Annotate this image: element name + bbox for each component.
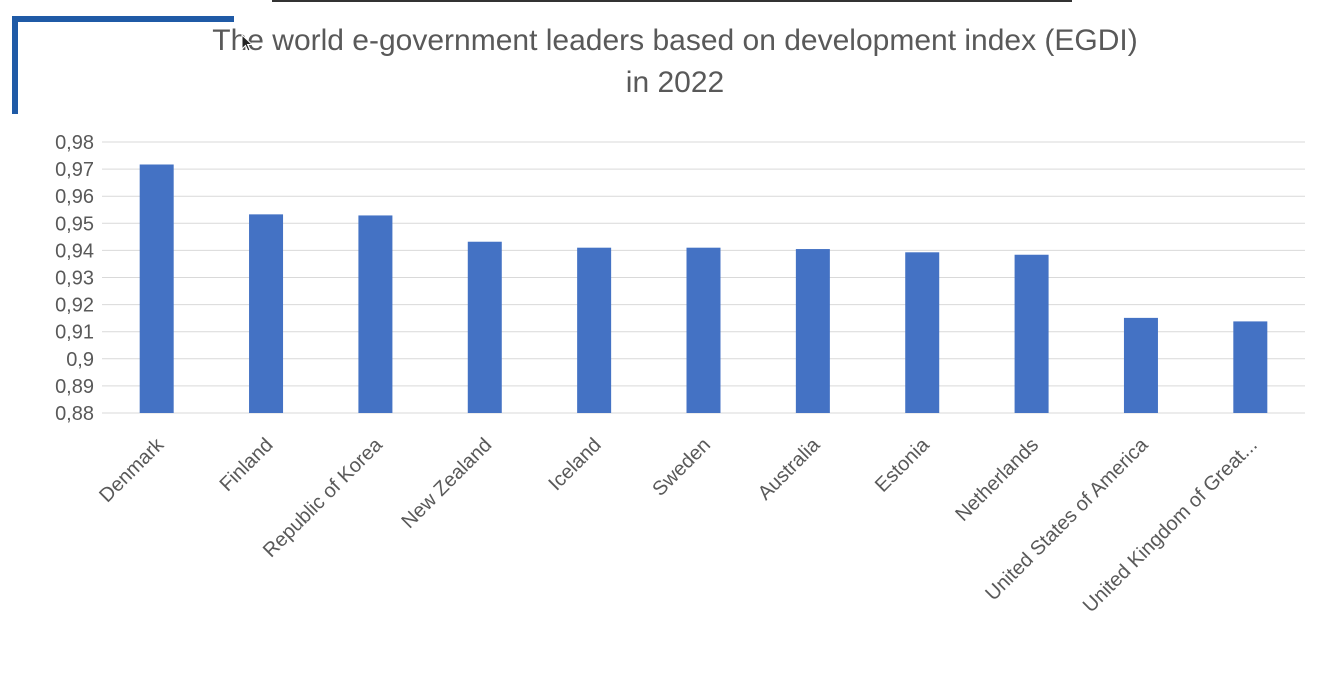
bar [795,249,830,413]
corner-bracket-decoration [12,16,234,114]
category-label: Republic of Korea [259,433,388,562]
arrow-cursor-icon [241,34,253,52]
y-axis-ticks: 0,88 0,89 0,9 0,91 0,92 0,93 0,94 0,95 0,96 0,97 0… [55,132,94,425]
bar [139,164,174,413]
category-label: Sweden [648,434,715,501]
bars [139,164,1268,413]
bar [1014,254,1049,413]
bar [1123,317,1158,413]
y-tick-label: 0,93 [55,268,94,290]
chart-title-line-2: in 2022 [625,66,725,99]
bar [249,214,284,413]
category-label: Australia [754,433,825,504]
chart-title-line-1: The world e-government leaders based on … [212,24,1138,57]
top-divider [272,0,1072,2]
y-tick-label: 0,9 [66,349,94,371]
category-label: United Kingdom of Great... [1079,434,1262,617]
bar [467,241,502,413]
category-label: Denmark [95,433,169,507]
y-tick-label: 0,97 [55,159,94,181]
y-tick-label: 0,89 [55,376,94,398]
category-label: Netherlands [951,434,1043,526]
y-tick-label: 0,92 [55,295,94,317]
bar [1233,321,1268,413]
chart-title: The world e-government leaders based on … [0,20,1320,104]
y-tick-label: 0,91 [55,322,94,344]
category-label: Finland [216,434,278,496]
y-tick-label: 0,94 [55,240,94,262]
category-label: Iceland [545,434,606,495]
category-label: Estonia [871,433,934,496]
bar [577,247,612,413]
y-tick-label: 0,95 [55,213,94,235]
y-tick-label: 0,98 [55,132,94,154]
category-label: New Zealand [397,434,496,533]
bar [905,252,940,413]
bar [686,247,721,413]
y-tick-label: 0,96 [55,186,94,208]
bar [358,215,393,413]
y-tick-label: 0,88 [55,403,94,425]
